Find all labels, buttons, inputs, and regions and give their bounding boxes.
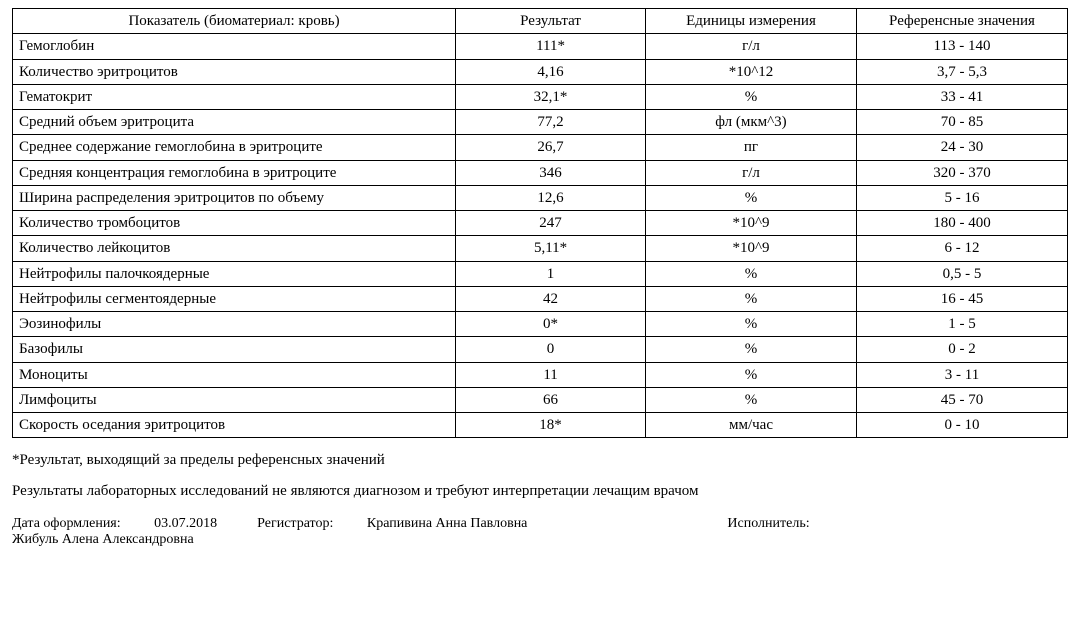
cell-units: мм/час bbox=[645, 413, 856, 438]
cell-parameter: Количество лейкоцитов bbox=[13, 236, 456, 261]
table-row: Гематокрит32,1*%33 - 41 bbox=[13, 84, 1068, 109]
cell-units: % bbox=[645, 387, 856, 412]
cell-parameter: Средний объем эритроцита bbox=[13, 110, 456, 135]
cell-parameter: Базофилы bbox=[13, 337, 456, 362]
table-row: Базофилы0%0 - 2 bbox=[13, 337, 1068, 362]
cell-units: % bbox=[645, 286, 856, 311]
cell-units: *10^12 bbox=[645, 59, 856, 84]
cell-units: *10^9 bbox=[645, 236, 856, 261]
col-header-parameter: Показатель (биоматериал: кровь) bbox=[13, 9, 456, 34]
cell-reference: 16 - 45 bbox=[856, 286, 1067, 311]
executor-label: Исполнитель: bbox=[727, 516, 809, 531]
cell-parameter: Эозинофилы bbox=[13, 312, 456, 337]
cell-parameter: Гематокрит bbox=[13, 84, 456, 109]
cell-parameter: Скорость оседания эритроцитов bbox=[13, 413, 456, 438]
cell-units: % bbox=[645, 337, 856, 362]
cell-units: % bbox=[645, 362, 856, 387]
cell-parameter: Гемоглобин bbox=[13, 34, 456, 59]
cell-parameter: Среднее содержание гемоглобина в эритроц… bbox=[13, 135, 456, 160]
cell-units: г/л bbox=[645, 34, 856, 59]
table-row: Среднее содержание гемоглобина в эритроц… bbox=[13, 135, 1068, 160]
cell-units: *10^9 bbox=[645, 211, 856, 236]
cell-result: 77,2 bbox=[456, 110, 646, 135]
table-row: Скорость оседания эритроцитов18*мм/час0 … bbox=[13, 413, 1068, 438]
cell-units: % bbox=[645, 185, 856, 210]
cell-result: 0* bbox=[456, 312, 646, 337]
cell-reference: 5 - 16 bbox=[856, 185, 1067, 210]
date-value: 03.07.2018 bbox=[154, 516, 217, 531]
cell-result: 42 bbox=[456, 286, 646, 311]
cell-result: 111* bbox=[456, 34, 646, 59]
cell-result: 1 bbox=[456, 261, 646, 286]
registrar-label: Регистратор: bbox=[257, 516, 333, 531]
table-row: Эозинофилы0*%1 - 5 bbox=[13, 312, 1068, 337]
cell-result: 12,6 bbox=[456, 185, 646, 210]
cell-units: фл (мкм^3) bbox=[645, 110, 856, 135]
cell-reference: 0,5 - 5 bbox=[856, 261, 1067, 286]
cell-result: 11 bbox=[456, 362, 646, 387]
table-row: Количество лейкоцитов5,11**10^96 - 12 bbox=[13, 236, 1068, 261]
cell-reference: 24 - 30 bbox=[856, 135, 1067, 160]
cell-parameter: Лимфоциты bbox=[13, 387, 456, 412]
cell-result: 4,16 bbox=[456, 59, 646, 84]
results-table: Показатель (биоматериал: кровь) Результа… bbox=[12, 8, 1068, 438]
cell-parameter: Средняя концентрация гемоглобина в эритр… bbox=[13, 160, 456, 185]
cell-parameter: Нейтрофилы сегментоядерные bbox=[13, 286, 456, 311]
table-row: Моноциты11%3 - 11 bbox=[13, 362, 1068, 387]
cell-result: 18* bbox=[456, 413, 646, 438]
executor-name: Жибуль Алена Александровна bbox=[12, 532, 1068, 548]
table-row: Средняя концентрация гемоглобина в эритр… bbox=[13, 160, 1068, 185]
table-row: Гемоглобин111*г/л113 - 140 bbox=[13, 34, 1068, 59]
table-row: Средний объем эритроцита77,2фл (мкм^3)70… bbox=[13, 110, 1068, 135]
cell-result: 32,1* bbox=[456, 84, 646, 109]
cell-result: 247 bbox=[456, 211, 646, 236]
col-header-reference: Референсные значения bbox=[856, 9, 1067, 34]
cell-result: 26,7 bbox=[456, 135, 646, 160]
table-row: Нейтрофилы сегментоядерные42%16 - 45 bbox=[13, 286, 1068, 311]
cell-parameter: Нейтрофилы палочкоядерные bbox=[13, 261, 456, 286]
cell-reference: 70 - 85 bbox=[856, 110, 1067, 135]
cell-reference: 45 - 70 bbox=[856, 387, 1067, 412]
cell-reference: 320 - 370 bbox=[856, 160, 1067, 185]
cell-reference: 1 - 5 bbox=[856, 312, 1067, 337]
cell-reference: 0 - 2 bbox=[856, 337, 1067, 362]
cell-result: 0 bbox=[456, 337, 646, 362]
disclaimer-note: Результаты лабораторных исследований не … bbox=[12, 483, 1068, 500]
registrar-value: Крапивина Анна Павловна bbox=[367, 516, 528, 531]
cell-units: % bbox=[645, 312, 856, 337]
table-row: Ширина распределения эритроцитов по объе… bbox=[13, 185, 1068, 210]
cell-reference: 180 - 400 bbox=[856, 211, 1067, 236]
table-row: Лимфоциты66%45 - 70 bbox=[13, 387, 1068, 412]
cell-parameter: Моноциты bbox=[13, 362, 456, 387]
cell-result: 66 bbox=[456, 387, 646, 412]
cell-result: 346 bbox=[456, 160, 646, 185]
asterisk-note: *Результат, выходящий за пределы референ… bbox=[12, 452, 1068, 469]
cell-units: г/л bbox=[645, 160, 856, 185]
cell-reference: 3,7 - 5,3 bbox=[856, 59, 1067, 84]
cell-reference: 6 - 12 bbox=[856, 236, 1067, 261]
table-header-row: Показатель (биоматериал: кровь) Результа… bbox=[13, 9, 1068, 34]
table-row: Количество тромбоцитов247*10^9180 - 400 bbox=[13, 211, 1068, 236]
table-row: Количество эритроцитов4,16*10^123,7 - 5,… bbox=[13, 59, 1068, 84]
cell-reference: 3 - 11 bbox=[856, 362, 1067, 387]
col-header-units: Единицы измерения bbox=[645, 9, 856, 34]
col-header-result: Результат bbox=[456, 9, 646, 34]
cell-units: пг bbox=[645, 135, 856, 160]
table-row: Нейтрофилы палочкоядерные1%0,5 - 5 bbox=[13, 261, 1068, 286]
cell-units: % bbox=[645, 84, 856, 109]
cell-reference: 33 - 41 bbox=[856, 84, 1067, 109]
cell-parameter: Ширина распределения эритроцитов по объе… bbox=[13, 185, 456, 210]
cell-reference: 113 - 140 bbox=[856, 34, 1067, 59]
footer-block: Дата оформления: 03.07.2018 Регистратор:… bbox=[12, 516, 1068, 548]
cell-reference: 0 - 10 bbox=[856, 413, 1067, 438]
cell-parameter: Количество эритроцитов bbox=[13, 59, 456, 84]
cell-units: % bbox=[645, 261, 856, 286]
cell-parameter: Количество тромбоцитов bbox=[13, 211, 456, 236]
date-label: Дата оформления: bbox=[12, 516, 121, 531]
cell-result: 5,11* bbox=[456, 236, 646, 261]
